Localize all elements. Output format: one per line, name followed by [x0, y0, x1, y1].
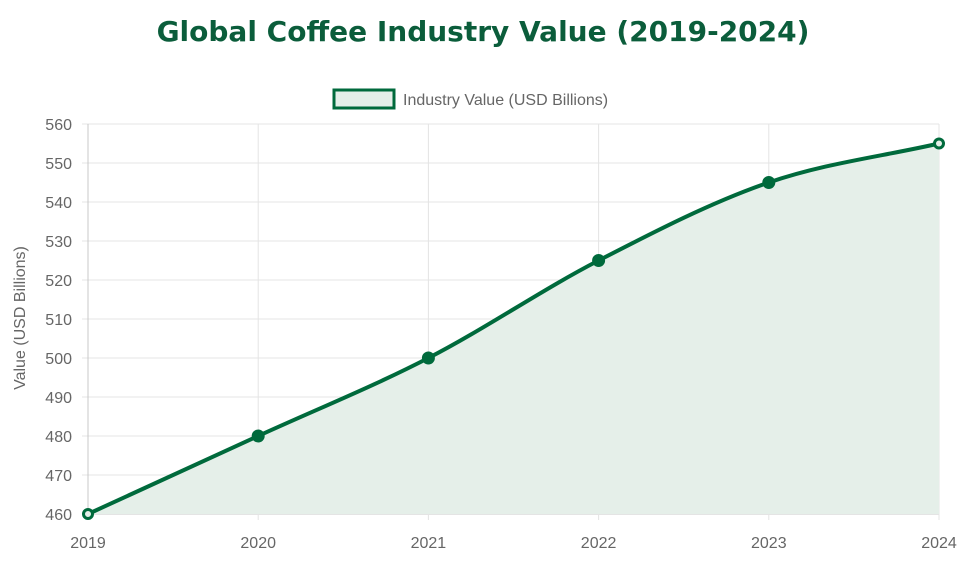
data-point-2024[interactable]	[933, 137, 945, 150]
y-axis-title: Value (USD Billions)	[12, 246, 29, 390]
y-tick-layer: 460 470 480 490 500 510 520 530 540 550 560	[45, 117, 72, 524]
points-layer	[82, 137, 945, 520]
area-layer	[88, 143, 939, 514]
y-tick-label: 480	[45, 429, 72, 446]
data-point-2019[interactable]	[82, 508, 94, 520]
y-tick-label: 500	[45, 351, 72, 368]
y-tick-label: 560	[45, 117, 72, 134]
legend-swatch	[332, 88, 396, 110]
x-tick-layer: 2019 2020 2021 2022 2023 2024	[70, 535, 957, 552]
line-layer	[86, 141, 941, 516]
y-tick-label: 530	[45, 234, 72, 251]
legend[interactable]: Industry Value (USD Billions)	[332, 88, 608, 110]
x-tick-label: 2021	[411, 535, 447, 552]
y-tick-label: 510	[45, 312, 72, 329]
x-tick-label: 2022	[581, 535, 617, 552]
x-tick-label: 2024	[921, 535, 957, 552]
x-tick-label: 2020	[240, 535, 276, 552]
y-tick-label: 470	[45, 468, 72, 485]
data-point-2022[interactable]	[592, 254, 606, 267]
y-tick-label: 460	[45, 507, 72, 524]
legend-label: Industry Value (USD Billions)	[403, 92, 608, 109]
y-tick-label: 550	[45, 156, 72, 173]
series-line	[86, 141, 941, 516]
x-tick-label: 2019	[70, 535, 106, 552]
chart-title: Global Coffee Industry Value (2019-2024)	[157, 15, 810, 48]
y-tick-label: 490	[45, 390, 72, 407]
series-area	[88, 143, 939, 514]
data-point-2023[interactable]	[762, 176, 776, 189]
y-tick-label: 540	[45, 195, 72, 212]
data-point-2021[interactable]	[421, 351, 435, 365]
x-tick-label: 2023	[751, 535, 787, 552]
y-tick-label: 520	[45, 273, 72, 290]
data-point-2020[interactable]	[251, 429, 265, 443]
